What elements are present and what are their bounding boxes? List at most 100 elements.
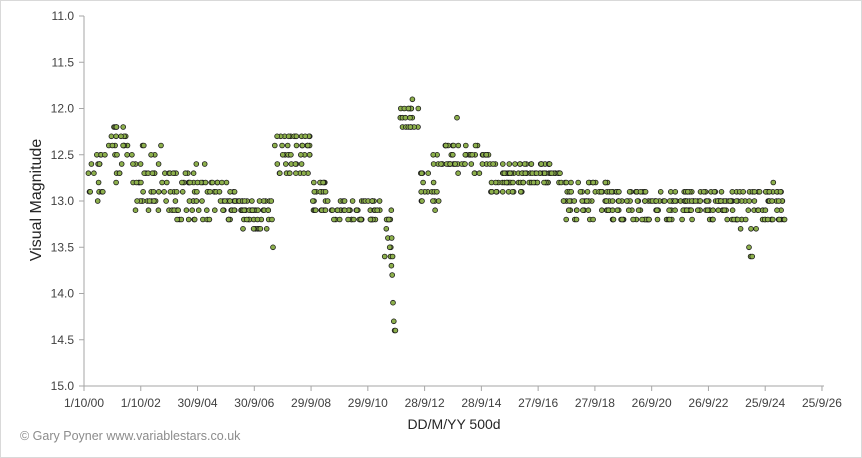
data-point bbox=[509, 189, 516, 195]
data-point bbox=[212, 207, 218, 214]
data-point bbox=[415, 105, 422, 112]
data-point bbox=[390, 299, 396, 306]
y-tick-label: 14.0 bbox=[51, 287, 75, 301]
data-point bbox=[503, 179, 510, 186]
data-point bbox=[263, 226, 270, 232]
data-point bbox=[740, 189, 746, 195]
data-point bbox=[615, 198, 622, 204]
data-point bbox=[672, 189, 679, 195]
data-point bbox=[186, 198, 193, 204]
data-point bbox=[304, 142, 311, 149]
data-point bbox=[358, 216, 364, 223]
data-point bbox=[729, 207, 736, 214]
data-point bbox=[202, 179, 209, 186]
data-point bbox=[769, 198, 775, 204]
data-point bbox=[345, 216, 351, 223]
data-point bbox=[193, 198, 200, 204]
y-tick-labels: 11.0 11.5 12.0 12.5 13.0 13.5 14.0 14.5 15.0 bbox=[51, 9, 75, 393]
y-tick-label: 14.5 bbox=[51, 333, 75, 347]
data-point bbox=[257, 226, 264, 232]
data-point bbox=[141, 142, 147, 149]
data-point bbox=[286, 170, 293, 177]
data-point bbox=[661, 198, 668, 204]
data-point bbox=[309, 198, 316, 204]
data-point bbox=[704, 198, 710, 204]
data-point bbox=[336, 216, 343, 223]
data-point bbox=[700, 189, 707, 195]
data-point bbox=[159, 179, 165, 186]
data-point bbox=[190, 170, 197, 177]
data-point bbox=[565, 207, 572, 214]
data-point bbox=[749, 253, 755, 260]
data-point bbox=[450, 142, 457, 149]
data-point bbox=[302, 133, 309, 140]
data-point bbox=[563, 179, 570, 186]
data-point bbox=[619, 216, 625, 223]
data-point bbox=[124, 152, 130, 158]
data-point bbox=[521, 161, 528, 167]
data-point bbox=[193, 161, 200, 167]
data-point bbox=[116, 170, 123, 177]
data-point bbox=[520, 179, 527, 186]
data-point bbox=[87, 189, 93, 195]
data-point bbox=[249, 207, 256, 214]
data-point bbox=[381, 253, 388, 260]
data-point bbox=[145, 207, 152, 214]
data-point bbox=[510, 179, 516, 186]
data-point bbox=[548, 170, 555, 177]
data-point bbox=[120, 142, 126, 149]
credit-text: © Gary Poyner www.variablestars.co.uk bbox=[20, 429, 241, 443]
data-point bbox=[469, 152, 476, 158]
data-point bbox=[614, 207, 621, 214]
data-point bbox=[689, 216, 695, 223]
data-point bbox=[493, 189, 500, 195]
data-point bbox=[438, 161, 444, 167]
data-point bbox=[209, 179, 216, 186]
data-point bbox=[430, 161, 437, 167]
data-point bbox=[195, 207, 202, 214]
data-point bbox=[764, 216, 771, 223]
data-point bbox=[468, 161, 475, 167]
data-point bbox=[711, 189, 718, 195]
data-point bbox=[137, 161, 144, 167]
data-point bbox=[156, 189, 162, 195]
data-point bbox=[96, 161, 103, 167]
data-point bbox=[265, 207, 272, 214]
data-point bbox=[392, 327, 399, 334]
data-point bbox=[155, 207, 162, 214]
data-point bbox=[150, 189, 157, 195]
data-point bbox=[279, 152, 286, 158]
data-point bbox=[442, 142, 449, 149]
data-point bbox=[634, 198, 641, 204]
data-point bbox=[300, 170, 307, 177]
data-point bbox=[522, 170, 529, 177]
data-point bbox=[95, 179, 102, 186]
data-point bbox=[471, 170, 478, 177]
data-point bbox=[179, 189, 186, 195]
data-point bbox=[204, 207, 210, 214]
data-point bbox=[189, 207, 196, 214]
data-point bbox=[183, 207, 190, 214]
x-tick-label: 30/9/06 bbox=[234, 396, 274, 410]
x-tick-label: 26/9/22 bbox=[688, 396, 728, 410]
data-point bbox=[113, 124, 120, 130]
data-point bbox=[425, 170, 432, 177]
data-point bbox=[405, 105, 412, 112]
data-point bbox=[499, 161, 506, 167]
data-point bbox=[271, 142, 278, 149]
data-point bbox=[274, 133, 280, 140]
data-point bbox=[268, 198, 275, 204]
data-point bbox=[610, 216, 617, 223]
x-tick-label: 25/9/26 bbox=[802, 396, 842, 410]
data-point bbox=[571, 198, 578, 204]
data-point bbox=[688, 207, 694, 214]
data-point bbox=[274, 161, 281, 167]
data-point bbox=[751, 189, 758, 195]
data-point bbox=[748, 226, 754, 232]
data-point bbox=[512, 161, 518, 167]
data-point bbox=[603, 198, 610, 204]
data-point bbox=[113, 179, 119, 186]
data-point bbox=[324, 198, 331, 204]
data-point bbox=[697, 198, 704, 204]
data-point bbox=[704, 207, 711, 214]
